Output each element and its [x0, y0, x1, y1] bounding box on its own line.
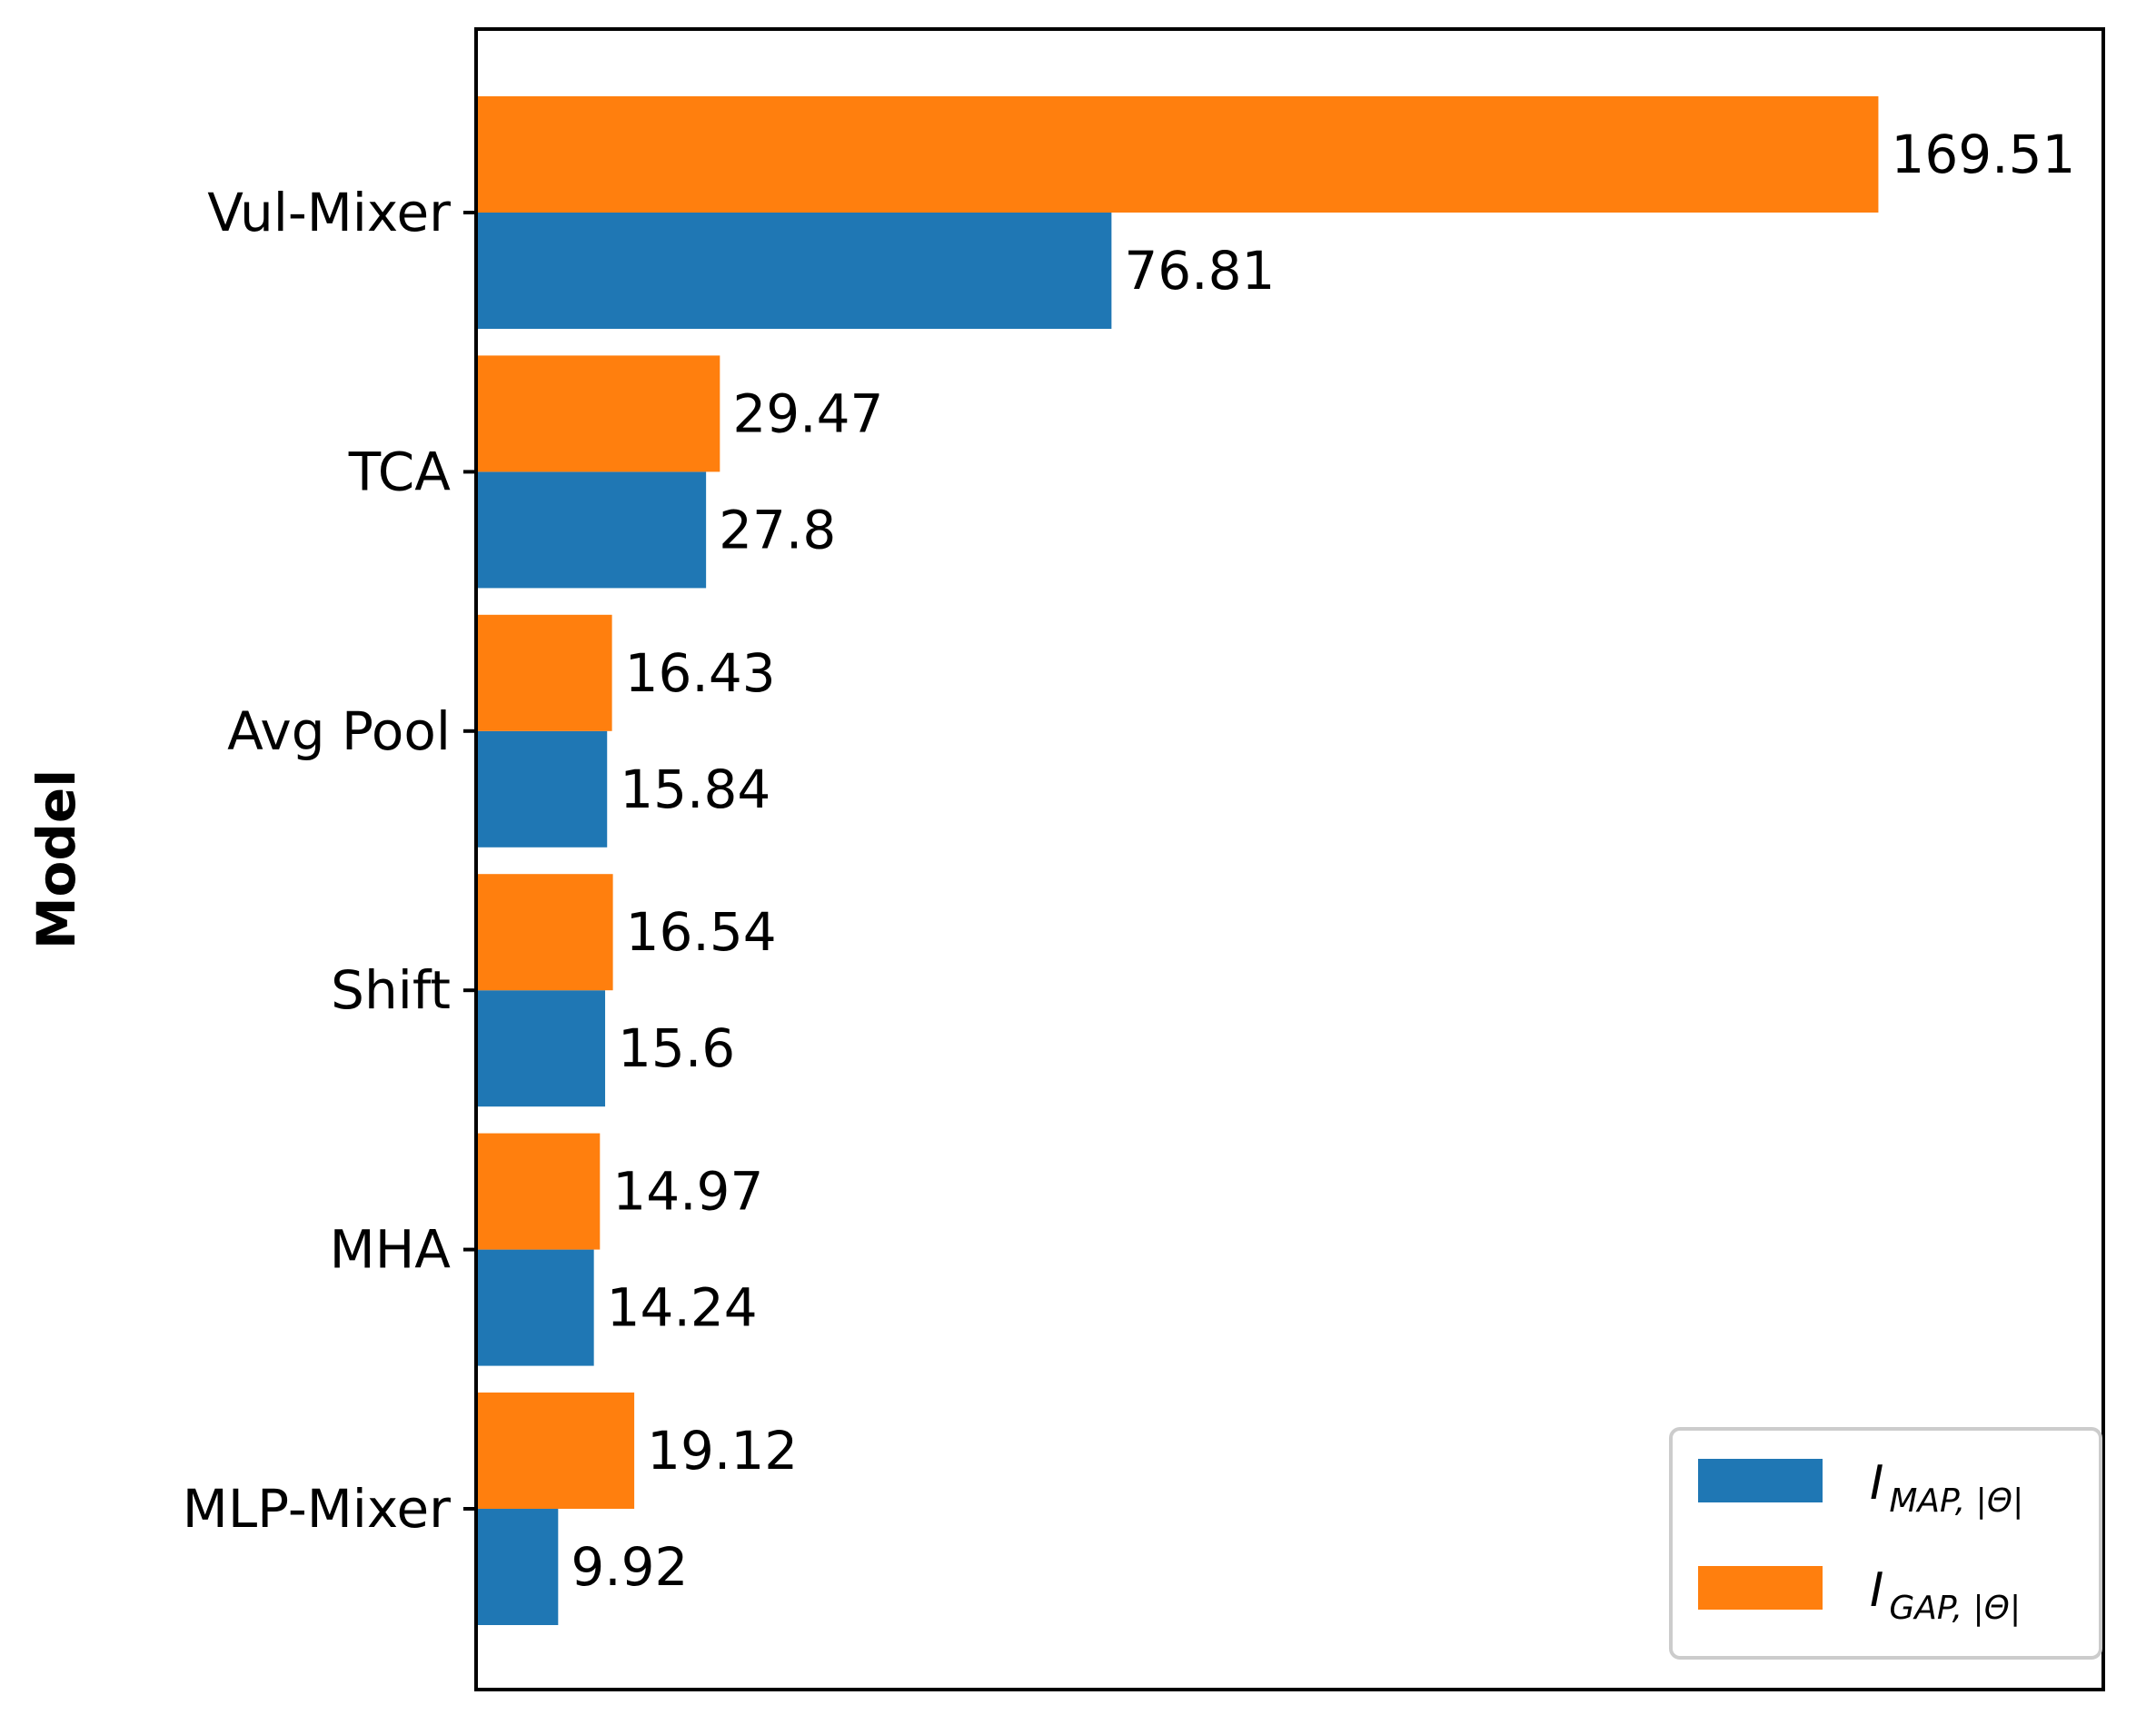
legend: I MAP, |Θ| I GAP, |Θ| — [1669, 1427, 2102, 1660]
bar-gap-tca — [476, 355, 720, 472]
bars-group — [476, 96, 1879, 1625]
value-labels-group: 76.81 169.51 27.8 29.47 15.84 16.43 15.6 16.54 1… — [571, 124, 2075, 1598]
y-tick-label-avg-pool: Avg Pool — [227, 700, 451, 762]
bar-map-avg-pool — [476, 730, 608, 848]
value-label-map-vul-mixer: 76.81 — [1124, 240, 1275, 302]
y-tick-label-shift: Shift — [331, 959, 451, 1021]
value-label-map-mlp-mixer: 9.92 — [571, 1536, 688, 1598]
legend-label-map: I MAP, |Θ| — [1870, 1456, 2023, 1520]
value-label-gap-mha: 14.97 — [612, 1161, 763, 1223]
bar-map-mlp-mixer — [476, 1509, 559, 1625]
y-tick-label-vul-mixer: Vul-Mixer — [207, 182, 451, 243]
y-tick-label-mha: MHA — [330, 1219, 452, 1281]
bar-map-shift — [476, 990, 606, 1107]
bar-gap-avg-pool — [476, 614, 612, 731]
bar-gap-shift — [476, 874, 613, 991]
bar-map-vul-mixer — [476, 213, 1112, 329]
value-label-map-shift: 15.6 — [618, 1017, 735, 1079]
legend-swatch-gap — [1698, 1566, 1823, 1610]
plot-frame — [474, 27, 2105, 1691]
bar-map-mha — [476, 1249, 594, 1366]
value-label-gap-mlp-mixer: 19.12 — [647, 1420, 798, 1482]
bar-gap-vul-mixer — [476, 96, 1879, 213]
y-tick-label-tca: TCA — [348, 441, 452, 502]
bar-gap-mha — [476, 1133, 601, 1250]
value-label-gap-vul-mixer: 169.51 — [1891, 124, 2075, 185]
y-axis-ticks: Vul-Mixer TCA Avg Pool Shift MHA MLP-Mixer — [183, 182, 476, 1540]
y-tick-label-mlp-mixer: MLP-Mixer — [183, 1478, 451, 1540]
value-label-map-tca: 27.8 — [719, 499, 836, 560]
y-axis-title: Model — [25, 769, 87, 949]
value-label-map-avg-pool: 15.84 — [620, 758, 770, 820]
value-label-gap-avg-pool: 16.43 — [625, 642, 776, 704]
bar-map-tca — [476, 471, 707, 589]
legend-swatch-map — [1698, 1459, 1823, 1502]
value-label-gap-shift: 16.54 — [626, 901, 777, 963]
value-label-map-mha: 14.24 — [607, 1277, 758, 1339]
value-label-gap-tca: 29.47 — [732, 382, 883, 444]
bar-gap-mlp-mixer — [476, 1393, 635, 1509]
legend-label-gap: I GAP, |Θ| — [1870, 1563, 2021, 1627]
